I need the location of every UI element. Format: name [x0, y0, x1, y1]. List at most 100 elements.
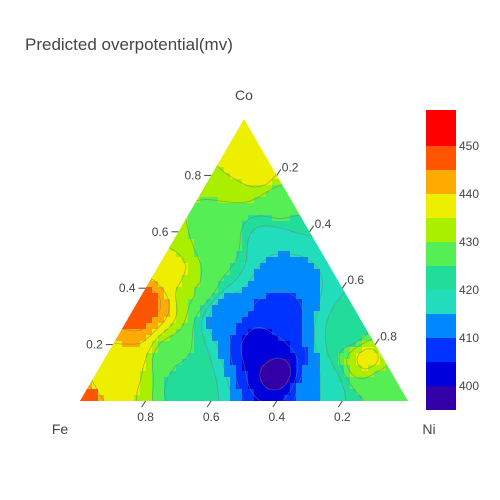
contour-cell [260, 275, 267, 282]
contour-cell [212, 401, 219, 408]
contour-cell [176, 263, 183, 270]
contour-cell [290, 239, 297, 246]
contour-cell [164, 383, 171, 390]
contour-cell [200, 317, 207, 324]
contour-cell [368, 137, 375, 144]
contour-cell [254, 257, 261, 264]
contour-cell [374, 257, 381, 264]
contour-cell [254, 227, 261, 234]
contour-cell [380, 137, 387, 144]
contour-cell [170, 275, 177, 282]
contour-cell [86, 245, 93, 252]
contour-cell [386, 245, 393, 252]
contour-cell [170, 269, 177, 276]
contour-cell [356, 383, 363, 390]
contour-cell [242, 389, 249, 396]
contour-cell [236, 227, 243, 234]
contour-cell [260, 161, 267, 168]
contour-cell [140, 179, 147, 186]
contour-cell [80, 311, 81, 318]
contour-cell [410, 197, 417, 204]
contour-cell [230, 401, 237, 408]
contour-cell [230, 197, 237, 204]
contour-cell [314, 359, 321, 366]
contour-cell [284, 305, 291, 312]
contour-cell [128, 239, 135, 246]
contour-cell [314, 311, 321, 318]
contour-cell [128, 407, 135, 414]
contour-cell [164, 239, 171, 246]
contour-cell [344, 257, 351, 264]
contour-cell [314, 233, 321, 240]
contour-cell [338, 389, 345, 396]
contour-cell [308, 179, 315, 186]
contour-cell [290, 305, 297, 312]
contour-cell [230, 221, 237, 228]
contour-cell [236, 287, 243, 294]
contour-cell [140, 395, 147, 401]
contour-cell [122, 317, 129, 324]
contour-cell [224, 173, 231, 180]
contour-cell [104, 137, 111, 144]
contour-cell [284, 395, 291, 401]
contour-cell [98, 161, 105, 168]
contour-cell [308, 275, 315, 282]
contour-cell [110, 347, 117, 354]
contour-cell [242, 191, 249, 198]
contour-cell [110, 131, 117, 138]
contour-cell [404, 221, 408, 228]
contour-cell [398, 143, 405, 150]
contour-cell [320, 119, 327, 120]
contour-cell [254, 179, 261, 186]
contour-cell [314, 389, 321, 396]
contour-cell [332, 299, 339, 306]
contour-cell [350, 215, 357, 222]
contour-cell [314, 341, 321, 348]
contour-cell [170, 197, 177, 204]
contour-cell [212, 233, 219, 240]
contour-cell [320, 401, 327, 408]
contour-cell [320, 275, 327, 282]
contour-cell [200, 131, 207, 138]
contour-cell [284, 329, 291, 336]
contour-cell [134, 119, 141, 126]
contour-cell [194, 227, 201, 234]
contour-cell [320, 149, 327, 156]
contour-cell [224, 353, 231, 360]
contour-cell [224, 329, 231, 336]
contour-cell [206, 233, 213, 240]
contour-cell [116, 155, 123, 162]
contour-cell [230, 293, 237, 300]
contour-cell [170, 383, 177, 390]
contour-cell [182, 137, 189, 144]
contour-cell [98, 317, 105, 324]
contour-cell [164, 365, 171, 372]
contour-cell [332, 269, 339, 276]
contour-cell [356, 305, 363, 312]
contour-cell [326, 365, 333, 372]
contour-cell [80, 329, 87, 336]
contour-cell [320, 347, 327, 354]
contour-cell [116, 329, 123, 336]
contour-cell [152, 161, 159, 168]
contour-cell [278, 401, 285, 408]
contour-cell [296, 275, 303, 282]
contour-cell [200, 395, 207, 401]
contour-cell [380, 143, 387, 150]
contour-cell [260, 299, 267, 306]
contour-cell [92, 131, 99, 138]
contour-cell [152, 365, 159, 372]
contour-cell [146, 299, 153, 306]
contour-cell [146, 329, 153, 336]
contour-cell [170, 209, 177, 216]
contour-cell [368, 245, 375, 252]
contour-cell [110, 233, 117, 240]
contour-cell [350, 125, 357, 132]
contour-cell [254, 167, 261, 174]
contour-cell [200, 251, 207, 258]
contour-cell [104, 347, 111, 354]
contour-cell [296, 263, 303, 270]
contour-cell [344, 311, 351, 318]
contour-cell [92, 143, 99, 150]
